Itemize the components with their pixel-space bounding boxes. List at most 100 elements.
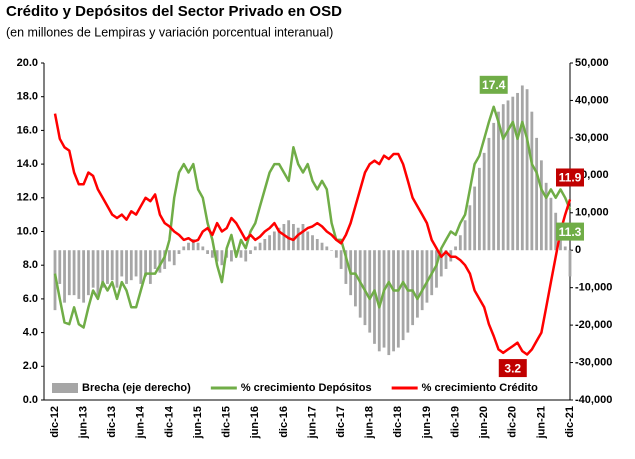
bar (287, 220, 291, 251)
x-tick-label: dic-16 (278, 406, 290, 438)
bar (91, 250, 95, 288)
bar (263, 238, 267, 251)
bar (439, 250, 443, 277)
bar (516, 92, 519, 251)
bar (67, 250, 71, 296)
bar (525, 89, 529, 251)
bar (244, 250, 248, 262)
x-tick-label: jun-14 (135, 405, 147, 439)
bar (568, 250, 572, 277)
bar (253, 246, 257, 251)
bar (549, 197, 553, 251)
bar (458, 235, 462, 251)
bar (272, 231, 276, 251)
bar (425, 250, 429, 303)
legend-label: % crecimiento Crédito (422, 382, 538, 394)
bar (511, 96, 515, 251)
bar (115, 250, 119, 288)
x-tick-label: dic-17 (335, 406, 347, 438)
data-label: 3.2 (504, 361, 521, 375)
bar (277, 227, 281, 251)
bar (144, 250, 148, 277)
x-tick-label: jun-16 (249, 406, 261, 439)
x-tick-label: dic-15 (221, 406, 233, 438)
y-tick-label: 16.0 (17, 124, 38, 136)
bar (206, 250, 209, 254)
bar (134, 250, 138, 277)
bar (320, 242, 324, 251)
bar (563, 246, 567, 251)
x-tick-label: jun-19 (421, 406, 433, 439)
bar (239, 250, 243, 258)
bar (296, 227, 300, 251)
x-tick-label: dic-18 (392, 406, 404, 438)
bar (530, 111, 534, 251)
x-tick-label: dic-13 (106, 406, 118, 438)
bar (163, 250, 167, 269)
bar (177, 250, 181, 254)
x-tick-label: jun-18 (364, 406, 376, 439)
x-tick-label: dic-14 (163, 405, 175, 438)
bar (72, 250, 76, 296)
y2-tick-label: -20,000 (575, 319, 612, 331)
x-tick-label: jun-15 (192, 406, 204, 439)
bar (311, 235, 314, 251)
bar (125, 250, 128, 284)
bar (101, 250, 105, 288)
bar (82, 250, 86, 303)
bar (77, 250, 81, 299)
bar (497, 111, 500, 251)
bar (168, 250, 171, 262)
line (53, 105, 572, 329)
bar (416, 250, 419, 318)
bar (435, 250, 438, 288)
y-tick-label: 6.0 (23, 293, 38, 305)
bar (334, 250, 338, 258)
y2-tick-label: 10,000 (575, 207, 609, 219)
bar (230, 250, 233, 262)
bar (315, 238, 319, 251)
legend-label: Brecha (eje derecho) (82, 382, 191, 394)
bar (482, 152, 486, 251)
x-tick-label: jun-17 (306, 406, 318, 439)
legend-swatch (52, 383, 78, 393)
bar (354, 250, 357, 307)
x-tick-label: dic-12 (49, 406, 61, 438)
bar (268, 235, 271, 251)
bar (201, 246, 205, 251)
y-tick-label: 12.0 (17, 192, 38, 204)
data-label-box (479, 75, 508, 94)
bar (129, 250, 133, 281)
y-tick-label: 18.0 (17, 91, 38, 103)
bar (196, 242, 200, 251)
data-label: 17.4 (482, 78, 506, 92)
x-tick-label: dic-20 (507, 406, 519, 438)
bar (182, 246, 186, 251)
bar (487, 137, 491, 251)
data-label-box (498, 359, 527, 378)
bar (411, 250, 415, 326)
y-tick-label: 4.0 (23, 327, 38, 339)
bar (392, 250, 395, 352)
bar (454, 246, 457, 251)
bar (473, 186, 477, 251)
bar (444, 250, 448, 269)
bar (191, 238, 195, 251)
y2-tick-label: -30,000 (575, 356, 612, 368)
bar (554, 212, 558, 251)
y2-tick-label: 40,000 (575, 94, 609, 106)
bar (153, 250, 157, 269)
bar (396, 250, 400, 348)
bar (387, 250, 391, 356)
bar (96, 250, 100, 296)
x-tick-label: jun-21 (535, 406, 547, 439)
bar (468, 205, 472, 251)
bar (377, 250, 381, 352)
bar (325, 246, 329, 251)
bar (86, 250, 90, 296)
bar (120, 250, 124, 277)
bar (339, 250, 343, 269)
bar (139, 250, 143, 284)
bar (363, 250, 367, 326)
